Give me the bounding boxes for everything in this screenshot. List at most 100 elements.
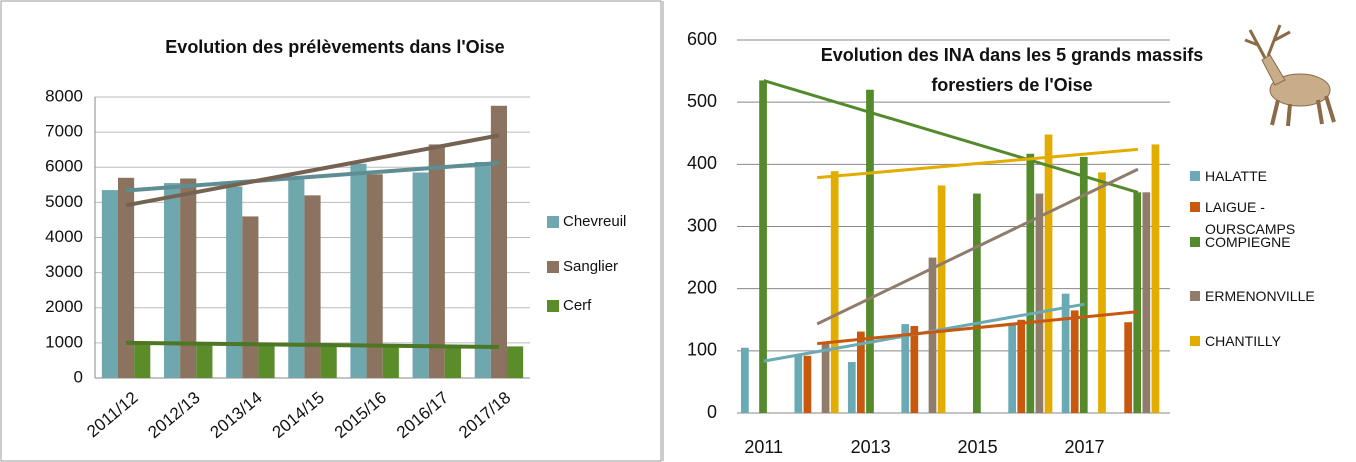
bar xyxy=(428,144,445,378)
bar xyxy=(304,195,321,378)
y-tick-label: 100 xyxy=(687,340,717,360)
y-tick-label: 1000 xyxy=(45,332,83,351)
legend-label: Cerf xyxy=(563,297,592,314)
y-tick-label: 4000 xyxy=(45,227,83,246)
x-tick-label: 2015/16 xyxy=(331,388,390,442)
bar xyxy=(857,331,865,413)
x-tick-label: 2012/13 xyxy=(144,388,203,442)
bar xyxy=(1151,144,1160,413)
left-frame xyxy=(0,0,662,462)
chart-title: Evolution des INA dans les 5 grands mass… xyxy=(821,45,1203,65)
deer-icon xyxy=(1244,24,1336,127)
bar xyxy=(226,186,243,378)
bar xyxy=(117,177,135,378)
chart-title: Evolution des prélèvements dans l'Oise xyxy=(165,37,504,57)
y-tick-label: 2000 xyxy=(45,297,83,316)
bar xyxy=(101,190,118,378)
y-tick-label: 8000 xyxy=(45,86,83,105)
x-tick-label: 2017 xyxy=(1064,437,1104,457)
x-tick-label: 2011/12 xyxy=(83,388,141,441)
bar xyxy=(1124,322,1133,413)
bar xyxy=(794,355,803,413)
bar xyxy=(759,80,767,414)
bar xyxy=(242,216,259,378)
legend-label: LAIGUE - OURSCAMPS xyxy=(1205,199,1296,237)
bar xyxy=(1008,322,1017,413)
bar xyxy=(134,342,151,378)
trend-line xyxy=(817,310,1139,346)
legend-label: Sanglier xyxy=(563,258,618,275)
x-tick-label: 2011 xyxy=(744,437,783,457)
y-tick-label: 400 xyxy=(687,153,717,173)
y-tick-label: 200 xyxy=(687,277,717,297)
bar xyxy=(1061,293,1070,413)
y-tick-label: 5000 xyxy=(45,192,83,211)
bar xyxy=(196,342,213,378)
legend-label: ERMENONVILLE xyxy=(1205,288,1315,304)
y-tick-label: 600 xyxy=(687,29,717,49)
bar xyxy=(741,347,749,413)
y-tick-label: 6000 xyxy=(45,157,83,176)
bar xyxy=(474,161,491,378)
y-tick-label: 0 xyxy=(74,367,83,386)
bar xyxy=(937,185,946,413)
legend-label: HALATTE xyxy=(1205,168,1267,184)
trend-line xyxy=(125,133,500,208)
y-tick-label: 0 xyxy=(707,402,717,422)
y-tick-label: 500 xyxy=(687,91,717,111)
bar xyxy=(1017,319,1026,413)
bar xyxy=(180,178,197,378)
x-tick-label: 2015 xyxy=(958,437,998,457)
trend-line xyxy=(763,79,1139,194)
legend-label: COMPIEGNE xyxy=(1205,234,1291,250)
trend-line xyxy=(817,147,1139,180)
bar xyxy=(412,172,429,378)
bar xyxy=(910,325,919,413)
legend-swatch xyxy=(547,216,559,228)
legend-swatch xyxy=(1190,171,1200,181)
bar xyxy=(1133,192,1142,413)
bar xyxy=(1044,134,1053,413)
x-tick-label: 2017/18 xyxy=(455,388,514,442)
bar xyxy=(163,183,181,378)
bar xyxy=(866,89,874,413)
bar xyxy=(928,257,937,413)
bar xyxy=(830,171,839,413)
bar xyxy=(1035,193,1044,413)
bar xyxy=(1142,192,1151,413)
bar xyxy=(973,193,981,413)
bar xyxy=(901,324,910,413)
bar xyxy=(288,179,305,378)
trend-line xyxy=(126,340,499,349)
legend-swatch xyxy=(547,261,559,273)
bar xyxy=(350,163,367,378)
y-tick-label: 7000 xyxy=(45,122,83,141)
legend-swatch xyxy=(547,300,559,312)
bar xyxy=(366,174,383,378)
y-tick-label: 300 xyxy=(687,215,717,235)
bar xyxy=(490,105,508,378)
bar xyxy=(444,346,462,378)
bar xyxy=(1026,153,1035,413)
bar xyxy=(1079,156,1088,413)
trend-line xyxy=(125,161,500,193)
trend-line xyxy=(816,167,1139,326)
bar xyxy=(803,355,812,413)
x-tick-label: 2014/15 xyxy=(269,388,328,442)
x-tick-label: 2013 xyxy=(851,437,891,457)
bar xyxy=(1098,172,1106,413)
bar xyxy=(320,344,337,378)
legend-swatch xyxy=(1190,291,1200,301)
legend-swatch xyxy=(1190,202,1200,212)
bar xyxy=(1070,310,1079,413)
bar xyxy=(507,346,524,378)
legend-label: CHANTILLY xyxy=(1205,333,1281,349)
chart-title: forestiers de l'Oise xyxy=(931,75,1092,95)
legend-swatch xyxy=(1190,237,1200,247)
y-tick-label: 3000 xyxy=(45,262,83,281)
legend-swatch xyxy=(1190,336,1200,346)
x-tick-label: 2013/14 xyxy=(207,388,266,442)
bar xyxy=(821,342,830,413)
